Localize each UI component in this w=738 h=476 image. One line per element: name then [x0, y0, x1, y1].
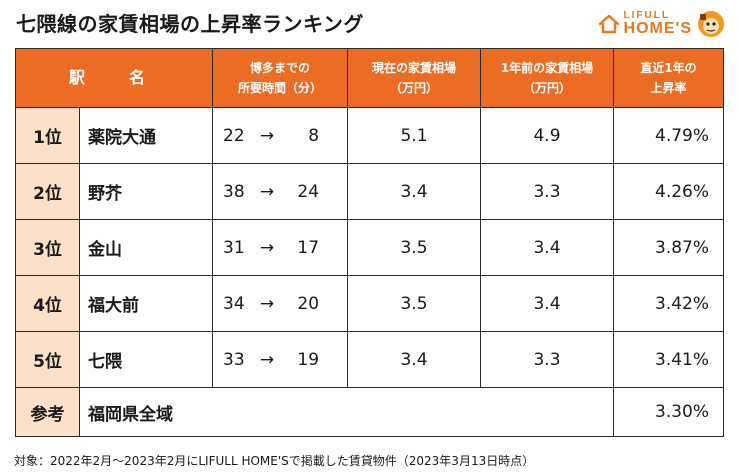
arrow-icon: → — [259, 293, 275, 314]
header-current-line2: （万円） — [390, 81, 439, 95]
empty-cell — [347, 387, 481, 437]
header-rate-line1: 直近1年の — [640, 61, 697, 75]
time-from: 33 — [223, 349, 245, 370]
header-rate-line2: 上昇率 — [650, 81, 687, 95]
rate-cell: 4.26% — [613, 163, 725, 220]
arrow-icon: → — [259, 181, 275, 202]
brand-logo: LIFULL HOME'S — [598, 4, 726, 44]
previous-rent-cell: 3.4 — [480, 275, 615, 332]
reference-area: 福岡県全域 — [78, 387, 213, 437]
arrow-icon: → — [259, 349, 275, 370]
reference-label: 参考 — [15, 387, 80, 437]
previous-rent-cell: 3.4 — [480, 219, 615, 276]
header-time-line1: 博多までの — [250, 61, 311, 75]
current-rent-cell: 3.5 — [347, 275, 482, 332]
arrow-icon: → — [259, 237, 275, 258]
previous-rent-cell: 4.9 — [480, 107, 615, 164]
rank-cell: 3位 — [15, 219, 80, 276]
station-cell: 野芥 — [78, 163, 214, 220]
empty-cell — [212, 387, 348, 437]
table-row: 3位 金山 31 → 17 3.5 3.4 3.87% — [15, 219, 725, 276]
rate-cell: 3.42% — [613, 275, 725, 332]
header-rate: 直近1年の 上昇率 — [613, 48, 725, 108]
rank-cell: 1位 — [15, 107, 80, 164]
time-cell: 22 → 8 — [212, 107, 349, 164]
current-rent-cell: 3.5 — [347, 219, 482, 276]
reference-rate: 3.30% — [613, 387, 725, 437]
time-from: 31 — [223, 237, 245, 258]
time-cell: 31 → 17 — [212, 219, 349, 276]
time-from: 22 — [223, 125, 245, 146]
time-to: 24 — [297, 181, 320, 202]
time-to: 17 — [297, 237, 320, 258]
arrow-icon: → — [259, 125, 275, 146]
rank-cell: 4位 — [15, 275, 80, 332]
reference-row: 参考 福岡県全域 3.30% — [15, 387, 725, 437]
rank-cell: 2位 — [15, 163, 80, 220]
header-current-line1: 現在の家賃相場 — [372, 61, 457, 75]
time-cell: 34 → 20 — [212, 275, 349, 332]
time-cell: 38 → 24 — [212, 163, 349, 220]
station-cell: 金山 — [78, 219, 214, 276]
rate-cell: 4.79% — [613, 107, 725, 164]
header-prev-line1: 1年前の家賃相場 — [500, 61, 594, 75]
time-to: 8 — [308, 125, 320, 146]
logo-line1: LIFULL — [623, 10, 670, 21]
logo-line2: HOME'S — [623, 20, 692, 37]
time-cell: 33 → 19 — [212, 331, 349, 388]
header-current: 現在の家賃相場 （万円） — [347, 48, 482, 108]
rank-cell: 5位 — [15, 331, 80, 388]
table-row: 4位 福大前 34 → 20 3.5 3.4 3.42% — [15, 275, 725, 332]
page-title: 七隈線の家賃相場の上昇率ランキング — [16, 12, 364, 36]
time-to: 20 — [297, 293, 320, 314]
current-rent-cell: 3.4 — [347, 163, 482, 220]
house-icon — [598, 14, 619, 34]
station-cell: 七隈 — [78, 331, 214, 388]
empty-cell — [480, 387, 615, 437]
time-from: 38 — [223, 181, 245, 202]
footnote: 対象：2022年2月～2023年2月にLIFULL HOME'Sで掲載した賃貸物… — [14, 454, 535, 468]
table-header-row: 駅 名 博多までの 所要時間（分） 現在の家賃相場 （万円） 1年前の家賃相場 … — [14, 48, 725, 108]
ranking-table: 駅 名 博多までの 所要時間（分） 現在の家賃相場 （万円） 1年前の家賃相場 … — [14, 48, 725, 437]
rate-cell: 3.87% — [613, 219, 725, 276]
current-rent-cell: 3.4 — [347, 331, 482, 388]
rate-cell: 3.41% — [613, 331, 725, 388]
header-prev-line2: （万円） — [523, 81, 572, 95]
current-rent-cell: 5.1 — [347, 107, 482, 164]
station-cell: 薬院大通 — [78, 107, 214, 164]
mascot-icon — [698, 11, 724, 37]
table-row: 1位 薬院大通 22 → 8 5.1 4.9 4.79% — [15, 107, 725, 164]
header-time-line2: 所要時間（分） — [238, 81, 323, 95]
previous-rent-cell: 3.3 — [480, 331, 615, 388]
header-previous: 1年前の家賃相場 （万円） — [480, 48, 615, 108]
time-to: 19 — [297, 349, 320, 370]
station-cell: 福大前 — [78, 275, 214, 332]
header-station: 駅 名 — [14, 48, 214, 108]
header-time: 博多までの 所要時間（分） — [212, 48, 349, 108]
table-row: 2位 野芥 38 → 24 3.4 3.3 4.26% — [15, 163, 725, 220]
time-from: 34 — [223, 293, 245, 314]
previous-rent-cell: 3.3 — [480, 163, 615, 220]
table-row: 5位 七隈 33 → 19 3.4 3.3 3.41% — [15, 331, 725, 388]
